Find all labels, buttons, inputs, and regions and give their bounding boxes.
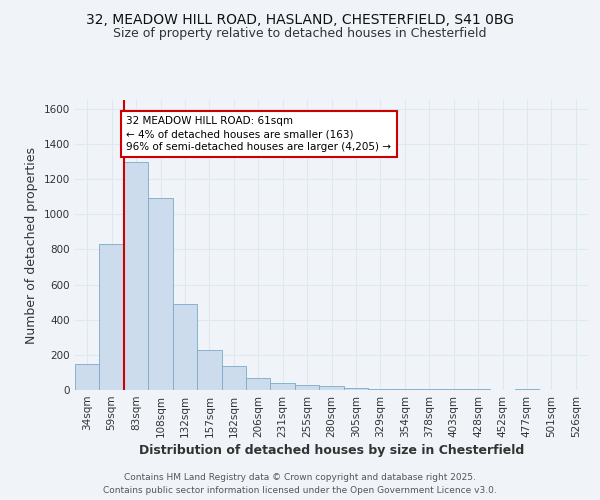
Bar	[173, 304, 197, 390]
Bar	[417, 389, 442, 390]
Text: 32 MEADOW HILL ROAD: 61sqm
← 4% of detached houses are smaller (163)
96% of semi: 32 MEADOW HILL ROAD: 61sqm ← 4% of detac…	[127, 116, 391, 152]
Bar	[344, 388, 368, 390]
Bar	[197, 350, 221, 390]
Text: Contains HM Land Registry data © Crown copyright and database right 2025.: Contains HM Land Registry data © Crown c…	[124, 472, 476, 482]
Bar	[124, 162, 148, 390]
Text: Size of property relative to detached houses in Chesterfield: Size of property relative to detached ho…	[113, 28, 487, 40]
Bar	[148, 198, 173, 390]
X-axis label: Distribution of detached houses by size in Chesterfield: Distribution of detached houses by size …	[139, 444, 524, 457]
Bar	[295, 385, 319, 390]
Bar	[392, 389, 417, 390]
Bar	[368, 389, 392, 390]
Bar	[319, 386, 344, 390]
Bar	[75, 364, 100, 390]
Text: Contains public sector information licensed under the Open Government Licence v3: Contains public sector information licen…	[103, 486, 497, 495]
Y-axis label: Number of detached properties: Number of detached properties	[25, 146, 38, 344]
Bar	[221, 366, 246, 390]
Text: 32, MEADOW HILL ROAD, HASLAND, CHESTERFIELD, S41 0BG: 32, MEADOW HILL ROAD, HASLAND, CHESTERFI…	[86, 12, 514, 26]
Bar	[246, 378, 271, 390]
Bar	[271, 382, 295, 390]
Bar	[100, 244, 124, 390]
